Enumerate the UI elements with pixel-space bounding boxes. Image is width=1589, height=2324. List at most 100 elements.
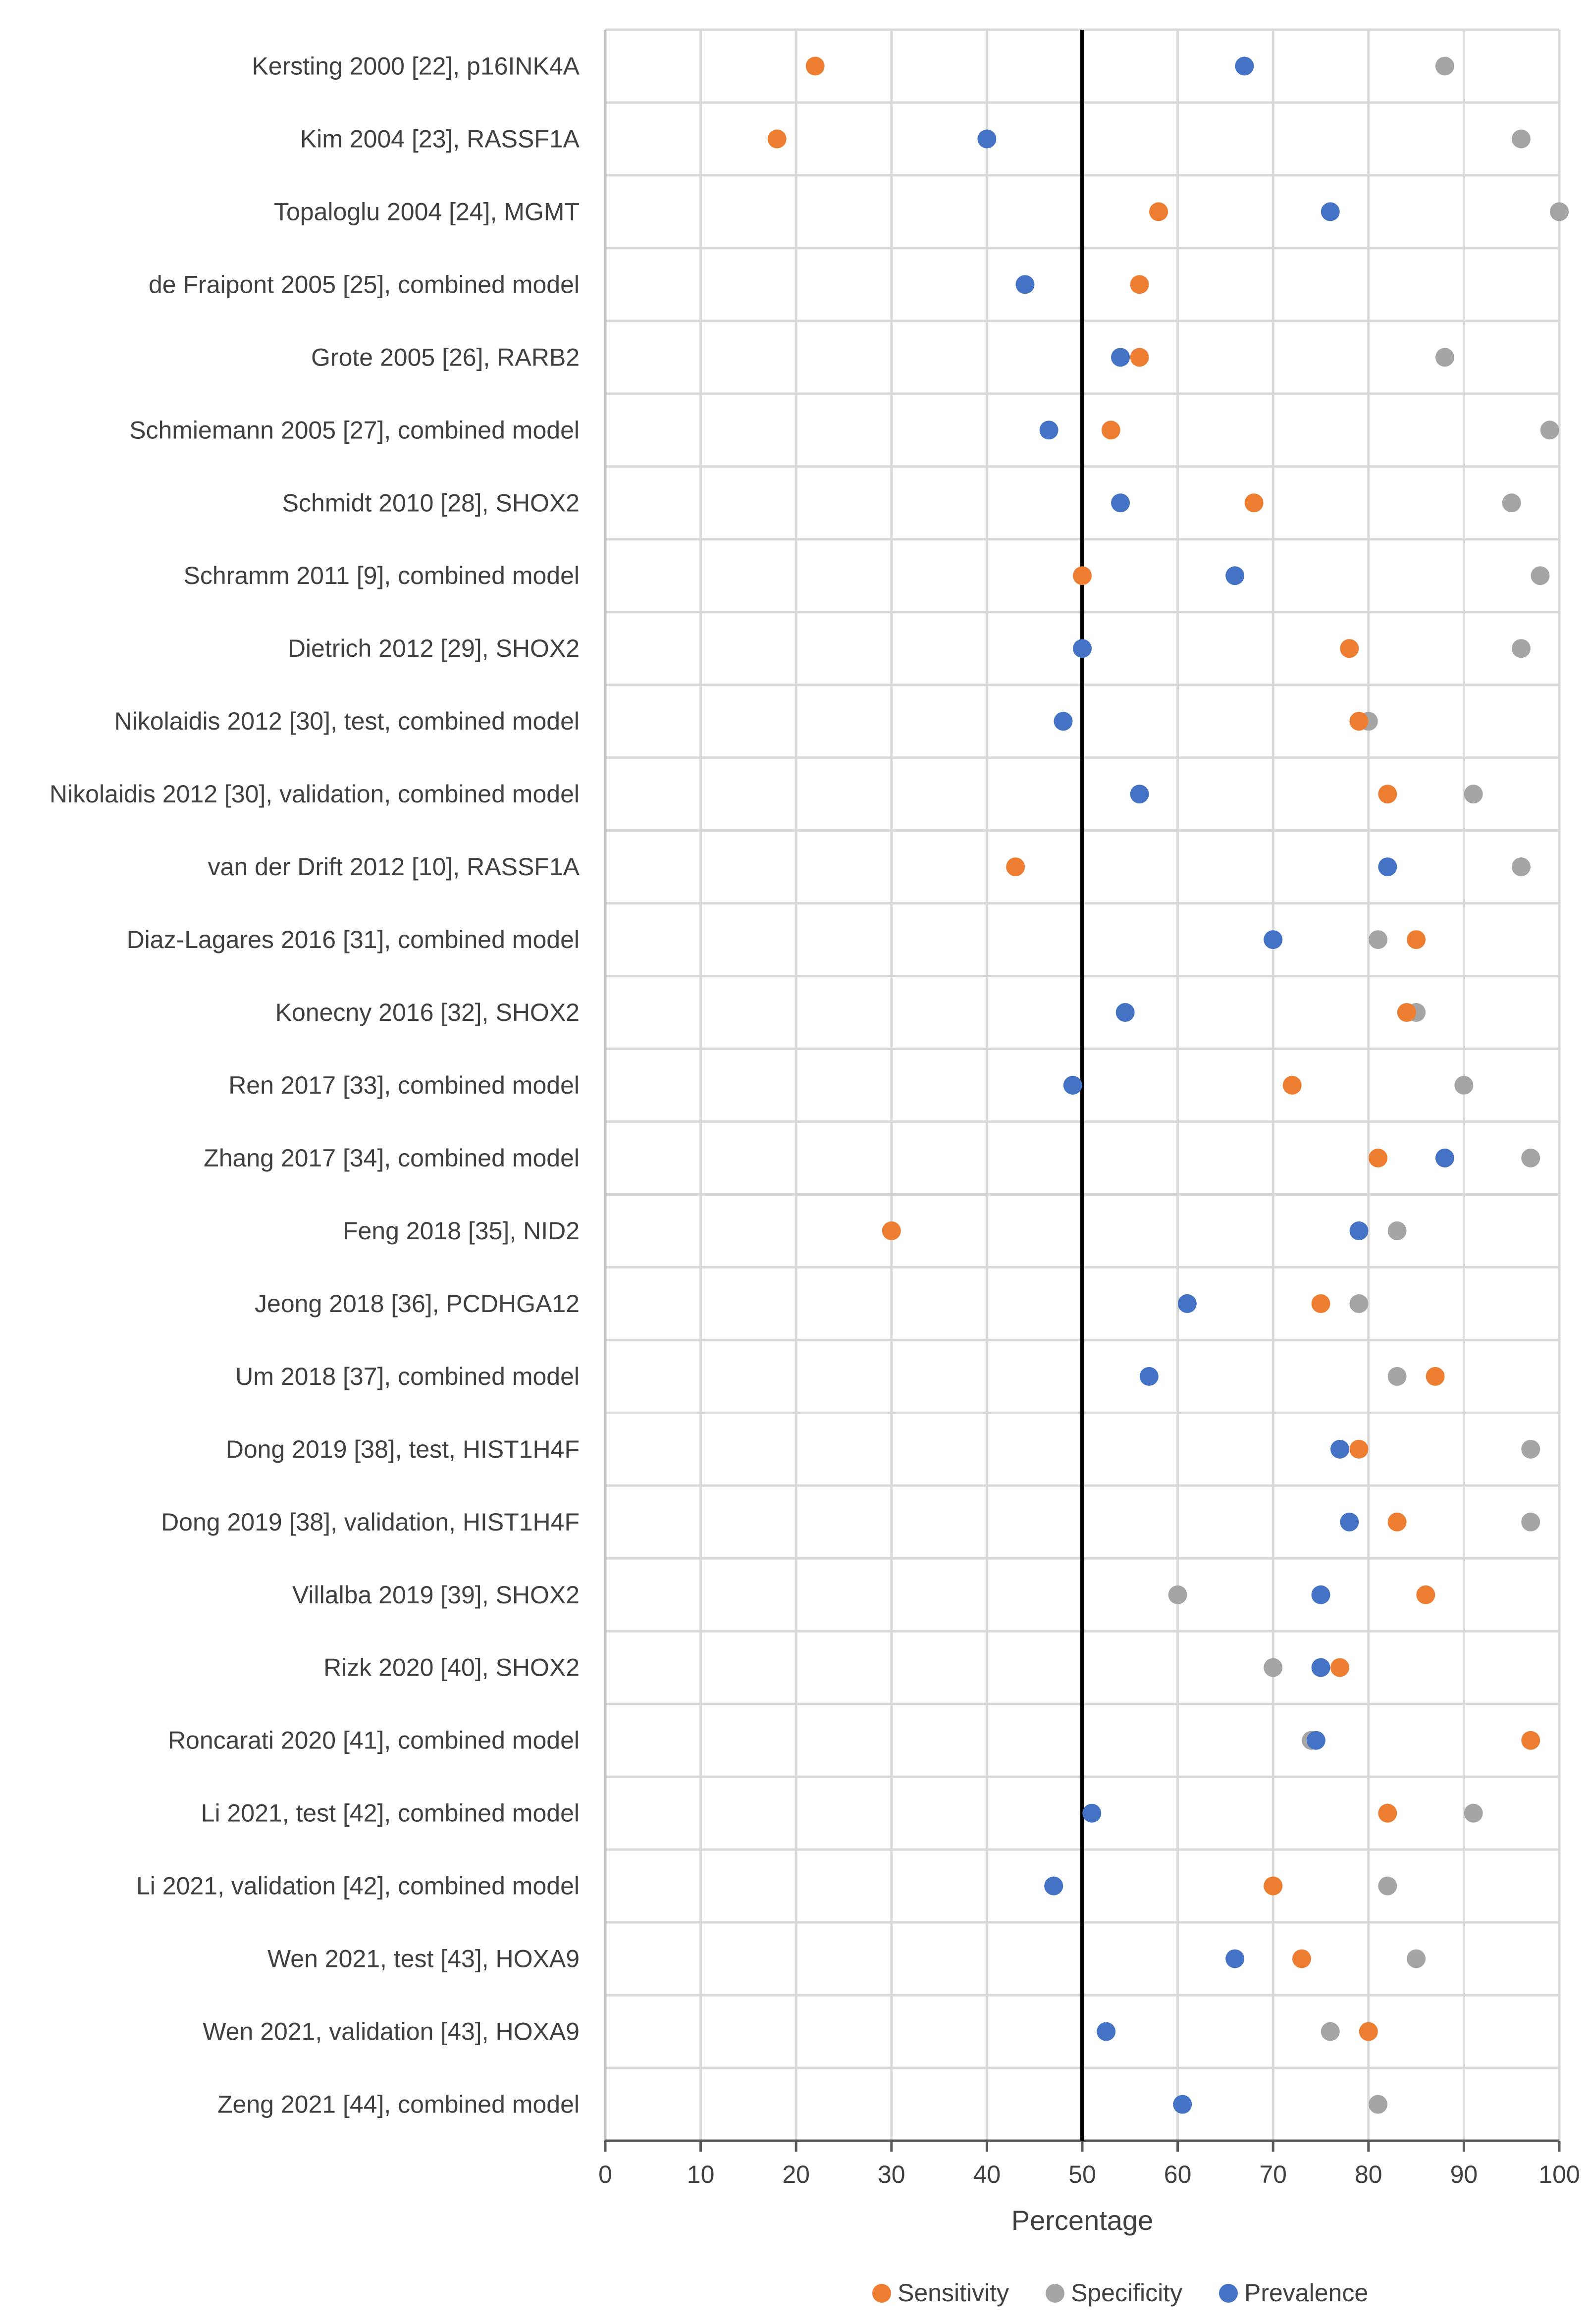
prevalence-point [1173, 2095, 1192, 2114]
prevalence-point [1225, 1949, 1245, 1968]
category-label: Nikolaidis 2012 [30], test, combined mod… [114, 707, 580, 735]
sensitivity-point [1521, 1731, 1540, 1750]
specificity-point [1502, 493, 1521, 513]
x-tick-label: 0 [598, 2161, 612, 2188]
prevalence-point [1115, 1003, 1135, 1022]
specificity-point [1435, 348, 1454, 367]
legend: Sensitivity Specificity Prevalence [872, 2279, 1368, 2307]
category-label: Ren 2017 [33], combined model [228, 1071, 580, 1099]
specificity-point [1540, 421, 1559, 440]
sensitivity-point [1130, 275, 1149, 294]
sensitivity-point [1359, 2022, 1378, 2041]
prevalence-point [977, 129, 997, 149]
category-label: Dong 2019 [38], validation, HIST1H4F [161, 1508, 580, 1536]
specificity-point [1511, 857, 1531, 877]
category-label: Dietrich 2012 [29], SHOX2 [288, 634, 580, 662]
category-label: Roncarati 2020 [41], combined model [168, 1727, 580, 1754]
specificity-point [1378, 1876, 1397, 1896]
prevalence-point [1039, 421, 1059, 440]
specificity-point [1464, 785, 1483, 804]
prevalence-point [1054, 712, 1073, 731]
category-label: Schramm 2011 [9], combined model [184, 562, 580, 589]
prevalence-point [1311, 1585, 1330, 1604]
prevalence-point [1435, 1148, 1454, 1167]
category-label: Schmidt 2010 [28], SHOX2 [282, 489, 580, 517]
sensitivity-point [1006, 857, 1025, 877]
prevalence-point [1311, 1658, 1330, 1677]
specificity-point [1407, 1949, 1426, 1968]
prevalence-point [1330, 1439, 1350, 1459]
specificity-point [1387, 1367, 1407, 1386]
specificity-point [1349, 1294, 1369, 1313]
sensitivity-point [1349, 1439, 1369, 1459]
category-label: Jeong 2018 [36], PCDHGA12 [255, 1290, 580, 1318]
sensitivity-point [1330, 1658, 1350, 1677]
category-label: Nikolaidis 2012 [30], validation, combin… [50, 780, 580, 808]
category-label: Um 2018 [37], combined model [235, 1363, 580, 1390]
sensitivity-point [1311, 1294, 1330, 1313]
sensitivity-point [1387, 1512, 1407, 1532]
category-label: Li 2021, validation [42], combined model [136, 1872, 580, 1900]
category-label: Li 2021, test [42], combined model [201, 1799, 580, 1827]
legend-marker [872, 2284, 891, 2303]
specificity-point [1521, 1512, 1540, 1532]
x-tick-label: 50 [1068, 2161, 1096, 2188]
category-labels: Kersting 2000 [22], p16INK4A Kim 2004 [23… [50, 52, 580, 2118]
specificity-point [1521, 1148, 1540, 1167]
category-label: Wen 2021, validation [43], HOXA9 [203, 2018, 580, 2046]
prevalence-point [1349, 1221, 1369, 1240]
prevalence-point [1063, 1076, 1082, 1095]
category-label: Rizk 2020 [40], SHOX2 [323, 1654, 580, 1682]
prevalence-point [1177, 1294, 1197, 1313]
x-tick-label: 80 [1355, 2161, 1382, 2188]
specificity-point [1321, 2022, 1340, 2041]
category-label: Kim 2004 [23], RASSF1A [300, 125, 580, 153]
specificity-point [1454, 1076, 1474, 1095]
sensitivity-point [882, 1221, 901, 1240]
prevalence-point [1306, 1731, 1325, 1750]
x-tick-label: 40 [973, 2161, 1001, 2188]
specificity-point [1511, 129, 1531, 149]
sensitivity-point [1149, 202, 1168, 221]
prevalence-point [1321, 202, 1340, 221]
specificity-point [1369, 930, 1388, 950]
category-label: Schmiemann 2005 [27], combined model [129, 416, 580, 444]
x-axis: 0 10 20 30 40 50 60 70 80 90 100 [598, 30, 1580, 2188]
sensitivity-point [1282, 1076, 1302, 1095]
sensitivity-point [1073, 566, 1092, 585]
category-label: van der Drift 2012 [10], RASSF1A [208, 853, 580, 881]
prevalence-point [1097, 2022, 1116, 2041]
category-label: Wen 2021, test [43], HOXA9 [267, 1945, 580, 1973]
prevalence-point [1130, 785, 1149, 804]
category-label: Dong 2019 [38], test, HIST1H4F [226, 1435, 580, 1463]
legend-marker [1219, 2284, 1238, 2303]
category-label: Villalba 2019 [39], SHOX2 [292, 1581, 580, 1609]
legend-label: Prevalence [1244, 2279, 1368, 2307]
sensitivity-point [1397, 1003, 1416, 1022]
sensitivity-point [1340, 639, 1359, 658]
prevalence-point [1111, 348, 1130, 367]
legend-marker [1046, 2284, 1064, 2303]
sensitivity-point [1378, 785, 1397, 804]
specificity-point [1264, 1658, 1283, 1677]
specificity-point [1521, 1439, 1540, 1459]
x-tick-label: 10 [687, 2161, 715, 2188]
sensitivity-point [1244, 493, 1264, 513]
specificity-point [1387, 1221, 1407, 1240]
sensitivity-point [1407, 930, 1426, 950]
sensitivity-point [1130, 348, 1149, 367]
specificity-point [1369, 2095, 1388, 2114]
sensitivity-point [1264, 1876, 1283, 1896]
legend-item-sensitivity: Sensitivity [872, 2279, 1009, 2307]
category-label: Zeng 2021 [44], combined model [217, 2091, 580, 2118]
category-label: Kersting 2000 [22], p16INK4A [252, 52, 580, 80]
legend-label: Sensitivity [898, 2279, 1009, 2307]
prevalence-point [1378, 857, 1397, 877]
category-label: Konecny 2016 [32], SHOX2 [275, 999, 580, 1026]
x-tick-label: 60 [1164, 2161, 1192, 2188]
specificity-point [1511, 639, 1531, 658]
prevalence-point [1044, 1876, 1063, 1896]
x-tick-label: 70 [1259, 2161, 1287, 2188]
x-tick-label: 20 [782, 2161, 810, 2188]
